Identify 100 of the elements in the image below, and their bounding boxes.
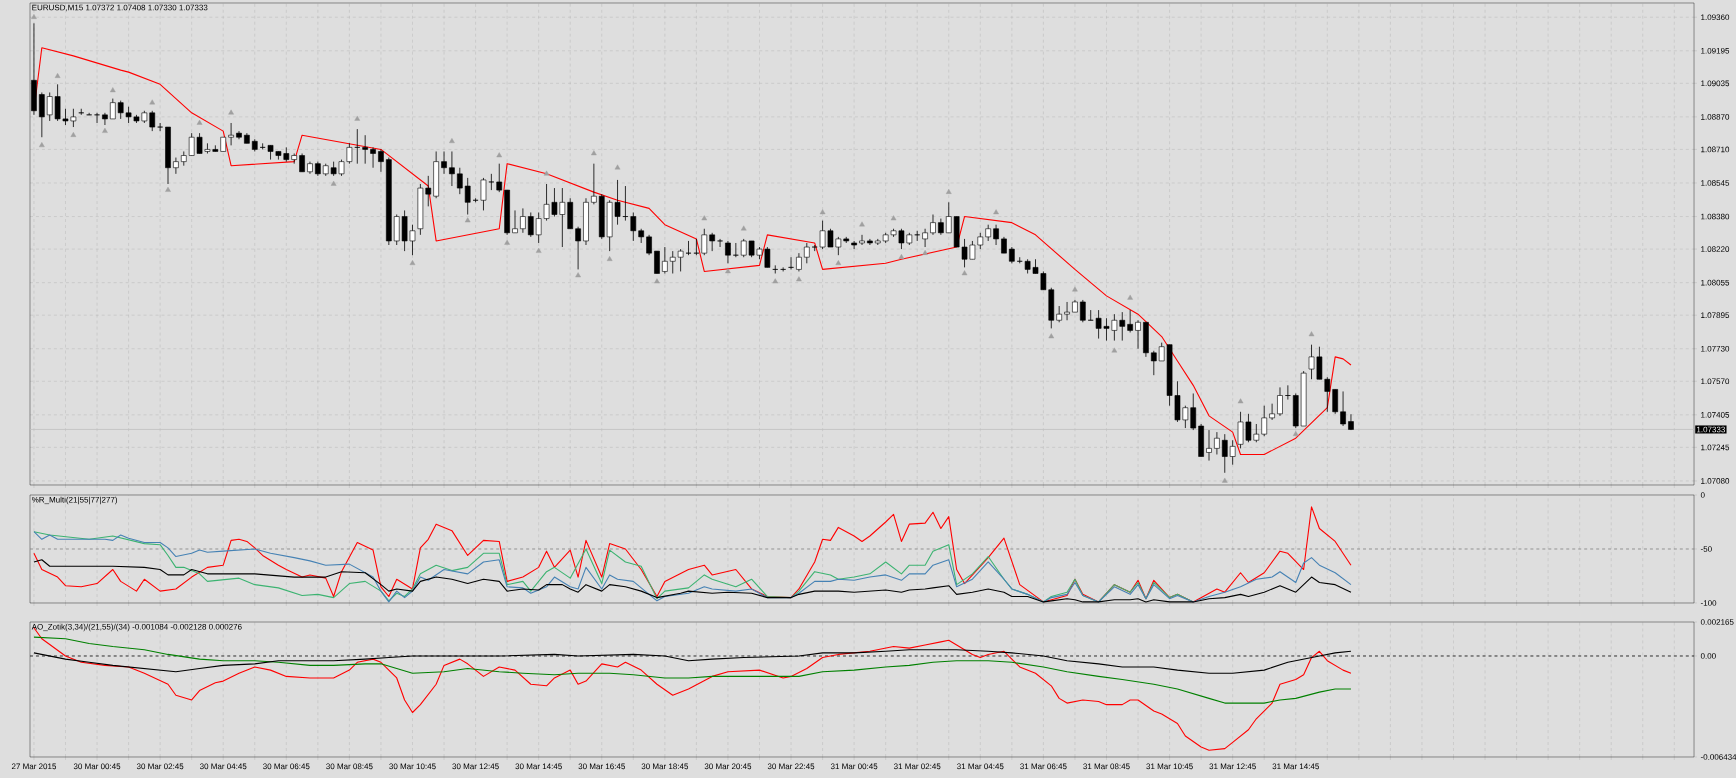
candlestick [157, 122, 163, 132]
candlestick [993, 224, 999, 246]
y-tick-label: 1.08545 [1701, 180, 1730, 186]
y-tick-label: -0.006434 [1700, 754, 1736, 760]
candlestick [39, 92, 45, 138]
ref-line-label: 1.07333 [1697, 426, 1725, 433]
point [1237, 398, 1244, 404]
x-tick-label: 31 Mar 12:45 [1209, 763, 1256, 770]
candlestick [1127, 309, 1133, 333]
candlestick [488, 173, 495, 191]
point [70, 131, 77, 137]
y-tick-label: 1.09360 [1701, 14, 1730, 21]
x-tick-label: 30 Mar 04:45 [199, 763, 247, 770]
x-tick-label: 30 Mar 10:45 [389, 763, 436, 770]
candlestick [102, 112, 108, 126]
candlestick [299, 153, 305, 173]
point [409, 260, 416, 266]
y-tick-label: 0 [1700, 492, 1705, 498]
x-tick-label: 30 Mar 08:45 [326, 763, 373, 770]
candlestick [362, 134, 368, 165]
candlestick [512, 210, 518, 234]
point [330, 180, 337, 186]
candlestick [859, 234, 865, 246]
point [354, 115, 361, 121]
candlestick [575, 226, 581, 270]
candlestick [1340, 391, 1346, 427]
point [890, 215, 897, 221]
point [54, 73, 61, 78]
candlestick [685, 240, 692, 256]
y-tick-label: 1.07570 [1701, 378, 1730, 385]
candlestick [851, 240, 857, 250]
chart-title: %R_Multi(21|55|77|277) [31, 496, 118, 505]
candlestick [803, 242, 810, 264]
x-tick-label: 31 Mar 14:45 [1272, 763, 1319, 770]
line-series [33, 506, 1352, 603]
candlestick [1080, 299, 1086, 323]
x-tick-label: 30 Mar 22:45 [767, 763, 815, 770]
point [945, 188, 952, 194]
chart-title: EURUSD,M15 1.07372 1.07408 1.07330 1.07333 [32, 4, 208, 12]
y-tick-label: 1.08220 [1701, 246, 1730, 252]
point [1221, 477, 1228, 483]
candlestick [1261, 405, 1268, 437]
candlestick [796, 252, 802, 272]
point [898, 254, 905, 259]
y-tick-label: 0.00 [1700, 653, 1716, 659]
point [772, 278, 779, 284]
y-tick-label: 1.07080 [1701, 478, 1730, 484]
point [961, 270, 968, 276]
point [543, 170, 550, 176]
candlestick [662, 246, 668, 274]
x-tick-label: 30 Mar 14:45 [515, 763, 562, 770]
x-tick-label: 30 Mar 20:45 [704, 763, 752, 770]
candlestick [456, 167, 463, 195]
point [575, 272, 581, 278]
point [614, 164, 621, 170]
point [449, 138, 455, 143]
y-tick-label: 1.07405 [1701, 411, 1730, 418]
point [496, 152, 503, 158]
point [39, 142, 45, 148]
y-tick-label: 1.08710 [1701, 146, 1730, 153]
y-tick-label: 1.09035 [1701, 80, 1730, 87]
point [1127, 294, 1133, 300]
point [1308, 331, 1315, 337]
candlestick [464, 177, 471, 215]
x-tick-label: 31 Mar 10:45 [1146, 763, 1193, 770]
point [535, 247, 542, 253]
point [819, 209, 826, 215]
point [228, 109, 234, 115]
y-tick-label: 1.07730 [1701, 345, 1730, 352]
candlestick [520, 208, 526, 234]
candlestick [228, 122, 234, 146]
x-tick-label: 30 Mar 02:45 [136, 763, 184, 770]
point [725, 268, 731, 274]
y-tick-label: -100 [1700, 600, 1717, 606]
candlestick [701, 228, 708, 256]
candlestick [922, 228, 928, 248]
point [1111, 347, 1118, 353]
x-tick-label: 30 Mar 06:45 [263, 763, 310, 770]
candlestick [496, 163, 503, 193]
point [464, 217, 471, 223]
x-tick-label: 30 Mar 18:45 [641, 763, 689, 770]
candlestick [693, 238, 700, 256]
candlestick [1135, 319, 1141, 350]
candlestick [1150, 350, 1157, 376]
candlestick [930, 214, 936, 236]
candlestick [591, 163, 597, 205]
candlestick [1269, 403, 1275, 421]
point [606, 256, 613, 261]
x-tick-label: 31 Mar 08:45 [1083, 763, 1130, 770]
candlestick [646, 234, 652, 256]
y-tick-label: 1.07245 [1701, 444, 1730, 451]
candlestick [441, 151, 447, 175]
point [31, 14, 37, 19]
candlestick [109, 98, 116, 120]
y-tick-label: 0.002165 [1700, 619, 1734, 625]
candlestick [717, 238, 723, 248]
point [591, 150, 597, 156]
candlestick [1348, 413, 1354, 431]
y-tick-label: 1.08055 [1701, 279, 1730, 286]
point [1072, 286, 1078, 292]
